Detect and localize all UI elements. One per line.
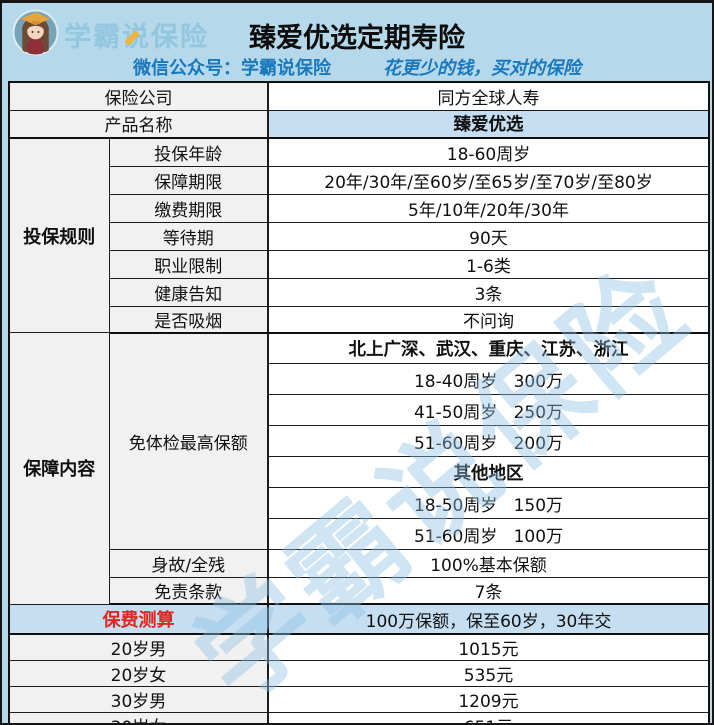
wechat-account-label: 微信公众号：学霸说保险 xyxy=(133,58,331,79)
exam-free-label: 免体检最高保额 xyxy=(108,332,269,550)
table-row: 身故/全残 100%基本保额 xyxy=(9,549,710,578)
table-row: 免责条款 7条 xyxy=(9,577,710,605)
premium-case-label: 20岁男 xyxy=(8,633,269,661)
rule-label: 投保年龄 xyxy=(108,137,269,167)
exam-free-value: 51-60周岁 200万 xyxy=(267,425,710,457)
table-row: 缴费期限 5年/10年/20年/30年 xyxy=(9,193,710,223)
premium-case-value: 1015元 xyxy=(267,633,710,661)
table-row: 等待期 90天 xyxy=(9,221,710,251)
table-row: 30岁男 1209元 xyxy=(8,686,710,713)
group-label-rules: 投保规则 xyxy=(8,137,110,333)
header: 学霸说保险 臻爱优选定期寿险 微信公众号：学霸说保险 花更少的钱，买对的保险 xyxy=(2,3,712,81)
product-info-table: 保险公司 同方全球人寿 产品名称 臻爱优选 投保规则 投保年龄 18-60周岁 … xyxy=(8,81,710,723)
rule-label: 健康告知 xyxy=(108,277,269,307)
coverage-value: 100%基本保额 xyxy=(267,549,710,578)
table-row: 30岁女 651元 xyxy=(8,712,710,723)
exam-free-value: 18-50周岁 150万 xyxy=(267,487,710,519)
table-row: 保障期限 20年/30年/至60岁/至65岁/至70岁/至80岁 xyxy=(9,165,710,195)
brand-slogan: 花更少的钱，买对的保险 xyxy=(383,58,581,79)
rule-value: 不问询 xyxy=(267,305,710,334)
rule-value: 1-6类 xyxy=(267,249,710,279)
premium-section-label: 保费测算 xyxy=(8,603,269,635)
coverage-value: 7条 xyxy=(267,577,710,605)
rule-label: 是否吸烟 xyxy=(108,305,269,334)
premium-case-label: 20岁女 xyxy=(8,660,269,687)
premium-case-label: 30岁男 xyxy=(8,686,269,713)
premium-case-label: 30岁女 xyxy=(8,712,269,723)
coverage-label: 身故/全残 xyxy=(108,549,269,578)
company-value: 同方全球人寿 xyxy=(267,81,710,111)
table-row: 18-40周岁 300万 xyxy=(9,363,710,395)
rule-value: 20年/30年/至60岁/至65岁/至70岁/至80岁 xyxy=(267,165,710,195)
exam-free-value: 51-60周岁 100万 xyxy=(267,518,710,550)
table-row: 41-50周岁 250万 xyxy=(9,394,710,426)
rule-value: 5年/10年/20年/30年 xyxy=(267,193,710,223)
table-row: 保费测算 100万保额，保至60岁，30年交 xyxy=(8,603,710,635)
brand-avatar-icon xyxy=(12,9,59,56)
region-header: 其他地区 xyxy=(267,456,710,488)
premium-case-value: 1209元 xyxy=(267,686,710,713)
table-row: 产品名称 臻爱优选 xyxy=(8,109,710,139)
rule-label: 保障期限 xyxy=(108,165,269,195)
premium-case-value: 535元 xyxy=(267,660,710,687)
table-row: 18-50周岁 150万 xyxy=(9,487,710,519)
table-row: 20岁男 1015元 xyxy=(8,633,710,661)
rule-value: 3条 xyxy=(267,277,710,307)
table-row: 51-60周岁 100万 xyxy=(9,518,710,550)
premium-case-value: 651元 xyxy=(267,712,710,723)
company-label: 保险公司 xyxy=(8,81,269,111)
rule-label: 职业限制 xyxy=(108,249,269,279)
table-row: 投保规则 投保年龄 18-60周岁 xyxy=(8,137,710,333)
header-subtitle: 微信公众号：学霸说保险 花更少的钱，买对的保险 xyxy=(2,54,712,80)
region-header: 北上广深、武汉、重庆、江苏、浙江 xyxy=(267,332,710,364)
exam-free-value: 18-40周岁 300万 xyxy=(267,363,710,395)
table-row: 保险公司 同方全球人寿 xyxy=(8,81,710,111)
table-row: 20岁女 535元 xyxy=(8,660,710,687)
rule-label: 等待期 xyxy=(108,221,269,251)
table-row: 51-60周岁 200万 xyxy=(9,425,710,457)
table-row: 是否吸烟 不问询 xyxy=(9,305,710,334)
product-name-value: 臻爱优选 xyxy=(267,109,710,139)
table-row: 健康告知 3条 xyxy=(9,277,710,307)
rule-label: 缴费期限 xyxy=(108,193,269,223)
table-row: 保障内容 免体检最高保额 北上广深、武汉、重庆、江苏、浙江 xyxy=(8,332,710,605)
premium-assumption: 100万保额，保至60岁，30年交 xyxy=(267,603,710,635)
rule-value: 18-60周岁 xyxy=(267,137,710,167)
page-title: 臻爱优选定期寿险 xyxy=(249,23,465,54)
table-row: 职业限制 1-6类 xyxy=(9,249,710,279)
product-name-label: 产品名称 xyxy=(8,109,269,139)
rule-value: 90天 xyxy=(267,221,710,251)
group-label-coverage: 保障内容 xyxy=(8,332,110,605)
coverage-label: 免责条款 xyxy=(108,577,269,605)
exam-free-value: 41-50周岁 250万 xyxy=(267,394,710,426)
table-row: 其他地区 xyxy=(9,456,710,488)
